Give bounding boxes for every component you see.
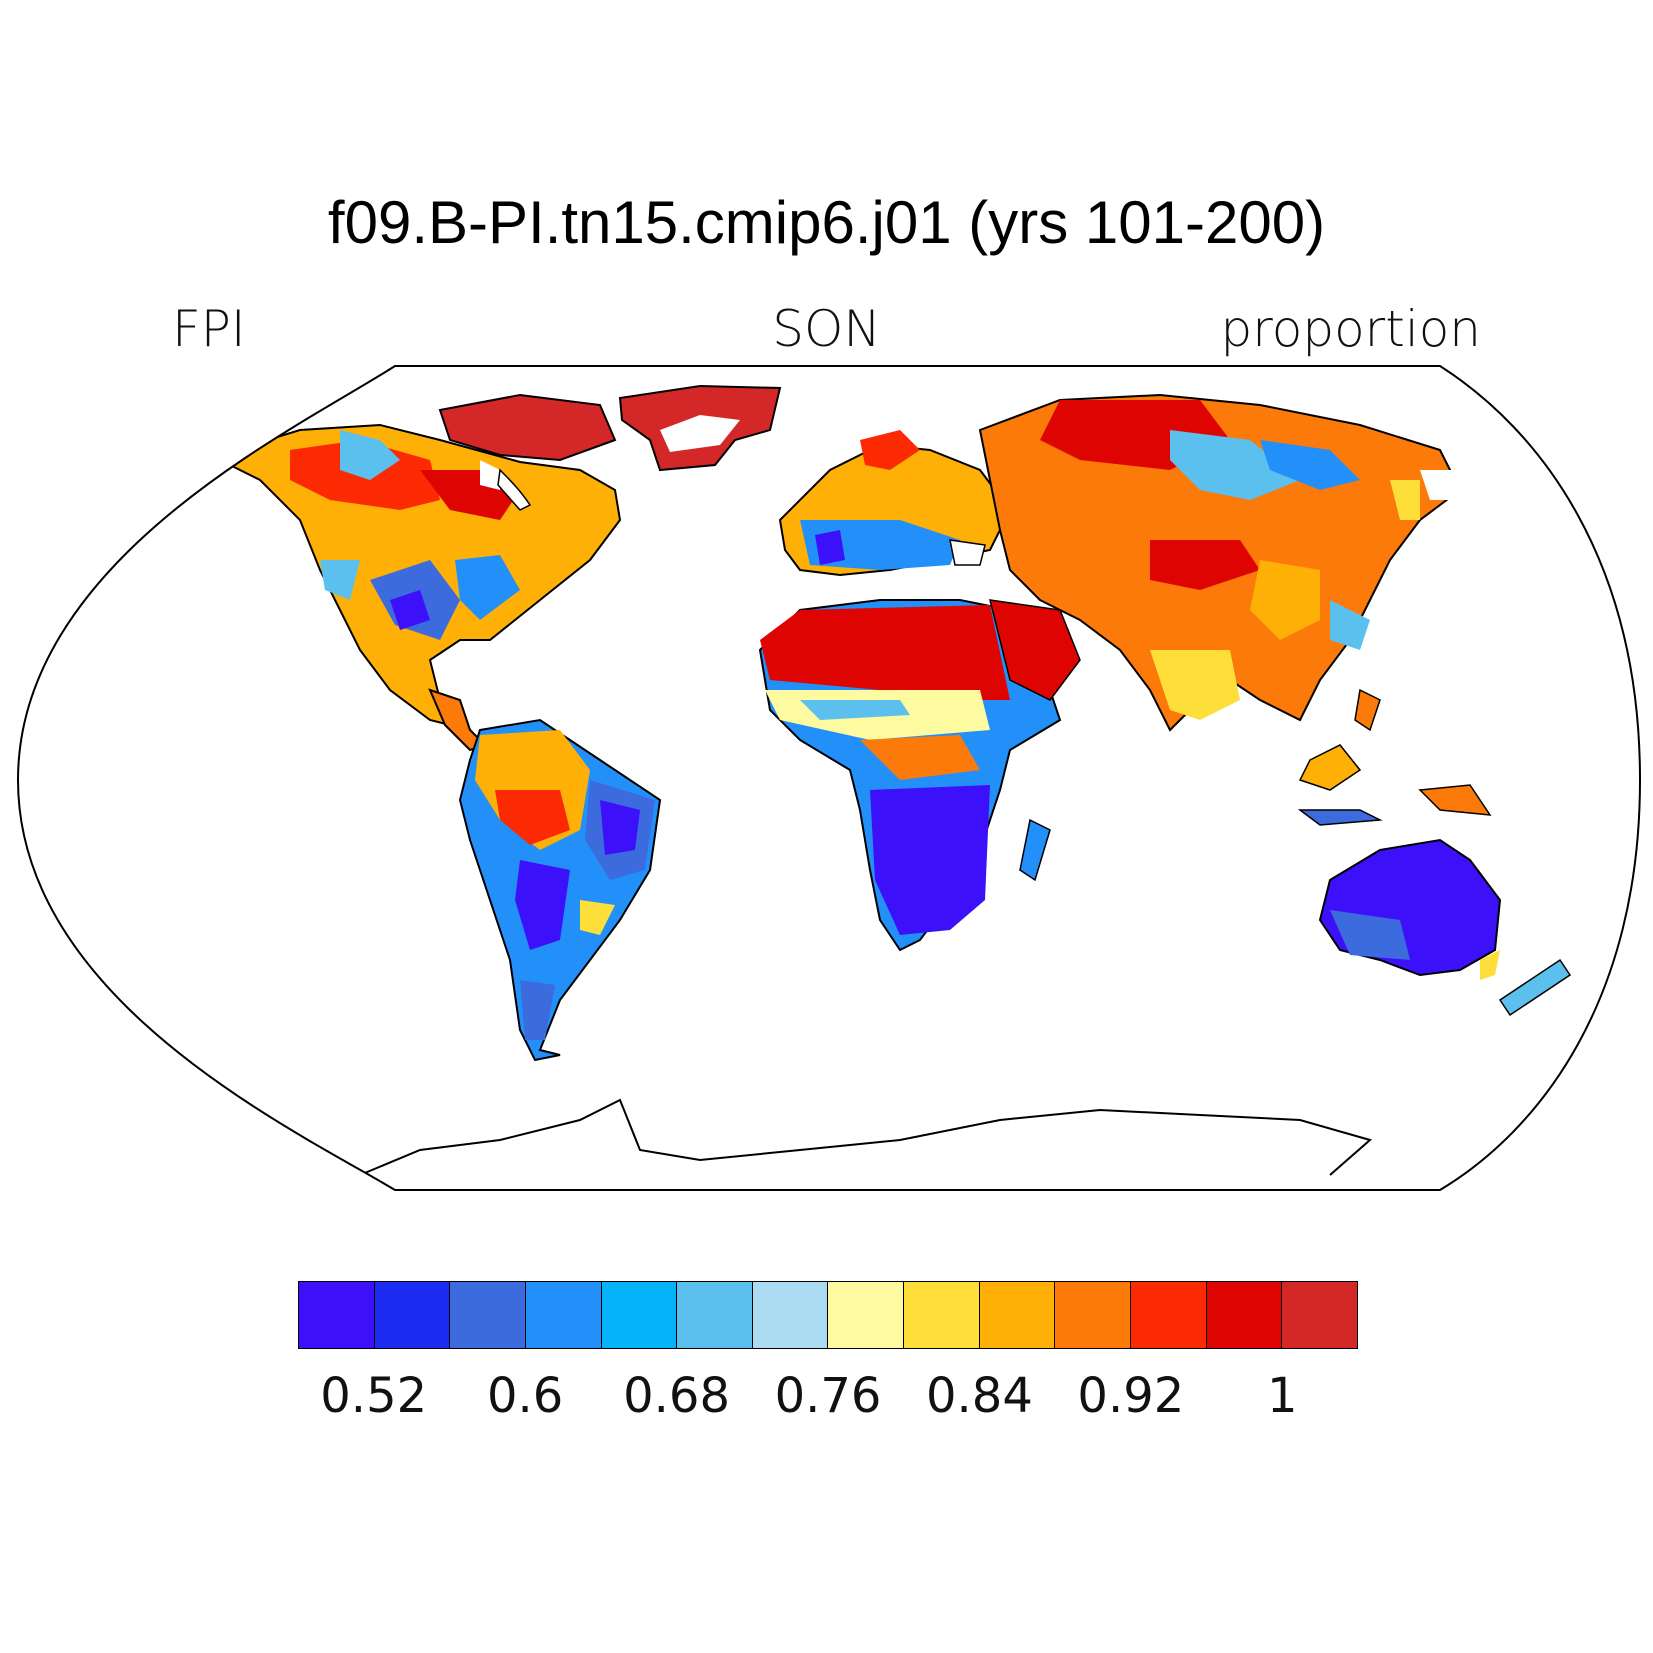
australia-region [1318, 838, 1572, 1017]
europe-region [778, 430, 1012, 577]
colorbar-tick-label: 0.68 [623, 1368, 730, 1424]
colorbar-box [525, 1282, 602, 1348]
colorbar-box [1282, 1282, 1357, 1348]
colorbar-box [1131, 1282, 1207, 1348]
africa-region [758, 599, 1081, 952]
colorbar-tick-label: 0.52 [320, 1368, 428, 1424]
colorbar-tick-label: 0.6 [486, 1368, 564, 1424]
season-label: SON [772, 300, 881, 358]
arctic-islands-region [438, 393, 617, 462]
colorbar-box [601, 1282, 678, 1348]
colorbar-box [1206, 1282, 1283, 1348]
asia-region [978, 393, 1470, 732]
colorbar-box [450, 1282, 526, 1348]
variable-label: FPI [172, 300, 246, 358]
colorbar-tick-label: 0.76 [774, 1368, 882, 1424]
colorbar-box [1055, 1282, 1132, 1348]
southeast-asia-region [1297, 688, 1492, 826]
colorbar-box [299, 1282, 375, 1348]
units-label: proportion [1220, 300, 1481, 358]
colorbar-box [828, 1282, 905, 1348]
colorbar-box [752, 1282, 829, 1348]
colorbar-box [904, 1282, 980, 1348]
colorbar-tick-label: 0.92 [1077, 1368, 1185, 1424]
colorbar-tick-label: 0.84 [925, 1368, 1033, 1424]
colorbar-box [374, 1282, 451, 1348]
antarctica-outline [359, 1098, 1373, 1176]
map-boundary [16, 365, 1642, 1191]
colorbar [298, 1281, 1358, 1349]
colorbar-box [979, 1282, 1056, 1348]
north-america-region [228, 423, 622, 732]
south-america-region [458, 718, 662, 1062]
chart-title: f09.B-PI.tn15.cmip6.j01 (yrs 101-200) [327, 189, 1326, 256]
colorbar-tick-label: 1 [1267, 1368, 1298, 1424]
colorbar-box [677, 1282, 753, 1348]
